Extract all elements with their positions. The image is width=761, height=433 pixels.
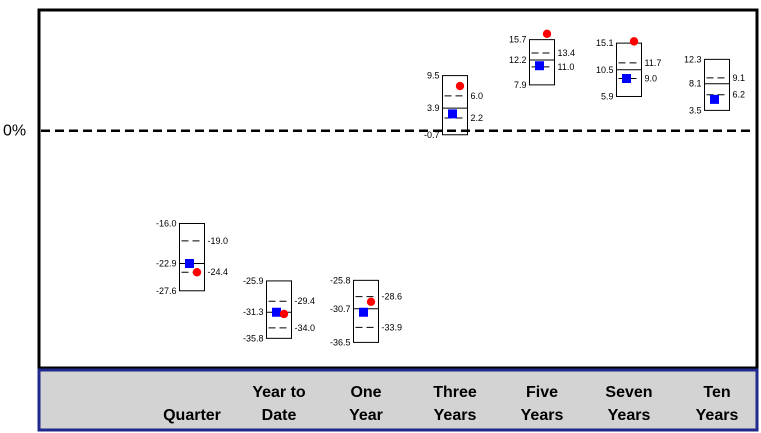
value-label: -31.3	[243, 307, 264, 317]
category-label: Years	[434, 407, 477, 424]
value-label: -34.0	[295, 323, 316, 333]
value-label: 9.5	[427, 71, 440, 81]
value-label: 10.5	[596, 65, 614, 75]
value-label: 12.2	[509, 55, 527, 65]
value-label: 11.0	[558, 62, 575, 72]
value-label: -19.0	[208, 236, 229, 246]
category-label: Three	[433, 384, 477, 401]
box	[704, 58, 730, 111]
box-group: 15.1 10.5 5.9 11.7 9.0	[596, 37, 661, 101]
value-label: 15.1	[596, 38, 614, 48]
value-label: -25.9	[243, 276, 264, 286]
value-label: -28.6	[382, 292, 403, 302]
value-label: 5.9	[601, 91, 614, 101]
chart-marks: -16.0 -22.9 -27.6 -19.0 -24.4 -25.9 -31.3 -35.8…	[156, 29, 745, 347]
value-label: -36.5	[330, 337, 351, 347]
value-label: 15.7	[509, 35, 527, 45]
value-label: -0.7	[424, 130, 440, 140]
category-label: Quarter	[163, 407, 221, 424]
value-label: 12.3	[684, 54, 702, 64]
category-label: Years	[696, 407, 739, 424]
category-labels: Quarter Year to Date One Year Three Years Five Y…	[163, 384, 738, 424]
benchmark-square	[535, 61, 544, 71]
box-group: 15.7 12.2 7.9 13.4 11.0	[509, 29, 576, 90]
category-label: Seven	[605, 384, 652, 401]
value-label: 2.2	[471, 113, 484, 123]
benchmark-square	[185, 259, 194, 269]
category-label: Five	[526, 384, 558, 401]
fund-dot	[542, 29, 552, 39]
benchmark-square	[710, 94, 719, 104]
value-label: -25.8	[330, 275, 351, 285]
value-label: 11.7	[645, 58, 662, 68]
category-label: Year	[349, 407, 383, 424]
value-label: -30.7	[330, 304, 351, 314]
value-label: 7.9	[514, 80, 527, 90]
value-label: 6.0	[471, 91, 484, 101]
zero-label: 0%	[3, 123, 26, 140]
category-label: One	[350, 384, 381, 401]
value-label: -16.0	[156, 219, 177, 229]
fund-dot	[279, 309, 289, 319]
fund-dot	[366, 297, 376, 306]
box	[353, 279, 379, 343]
benchmark-square	[448, 109, 457, 119]
value-label: 9.1	[733, 73, 746, 83]
value-label: 3.9	[427, 103, 440, 113]
category-label: Years	[608, 407, 651, 424]
value-label: 13.4	[558, 48, 576, 58]
category-label: Year to	[252, 384, 306, 401]
category-label: Ten	[703, 384, 730, 401]
box-group: -25.8 -30.7 -36.5 -28.6 -33.9	[330, 275, 402, 347]
box	[442, 75, 468, 136]
category-label: Years	[521, 407, 564, 424]
value-label: -24.4	[208, 267, 229, 277]
fund-dot	[455, 81, 465, 91]
category-axis-band	[37, 368, 759, 432]
value-label: -27.6	[156, 286, 177, 296]
value-label: 6.2	[733, 90, 746, 100]
box-group: -16.0 -22.9 -27.6 -19.0 -24.4	[156, 219, 228, 296]
value-label: -35.8	[243, 333, 264, 343]
box-group: 9.5 3.9 -0.7 6.0 2.2	[424, 71, 483, 140]
value-label: -33.9	[382, 322, 403, 332]
fund-dot	[192, 268, 202, 277]
value-label: 8.1	[689, 79, 702, 89]
fund-dot	[629, 37, 639, 46]
box-group: -25.9 -31.3 -35.8 -29.4 -34.0	[243, 276, 315, 343]
value-label: -22.9	[156, 259, 177, 269]
box	[179, 223, 205, 292]
category-label: Date	[262, 407, 297, 424]
value-label: 9.0	[645, 74, 658, 84]
value-label: 3.5	[689, 105, 702, 115]
benchmark-square	[622, 74, 631, 83]
benchmark-square	[272, 307, 281, 317]
box	[266, 280, 292, 339]
box	[529, 39, 555, 86]
box-group: 12.3 8.1 3.5 9.1 6.2	[684, 54, 745, 115]
benchmark-square	[359, 307, 368, 317]
value-label: -29.4	[295, 296, 316, 306]
